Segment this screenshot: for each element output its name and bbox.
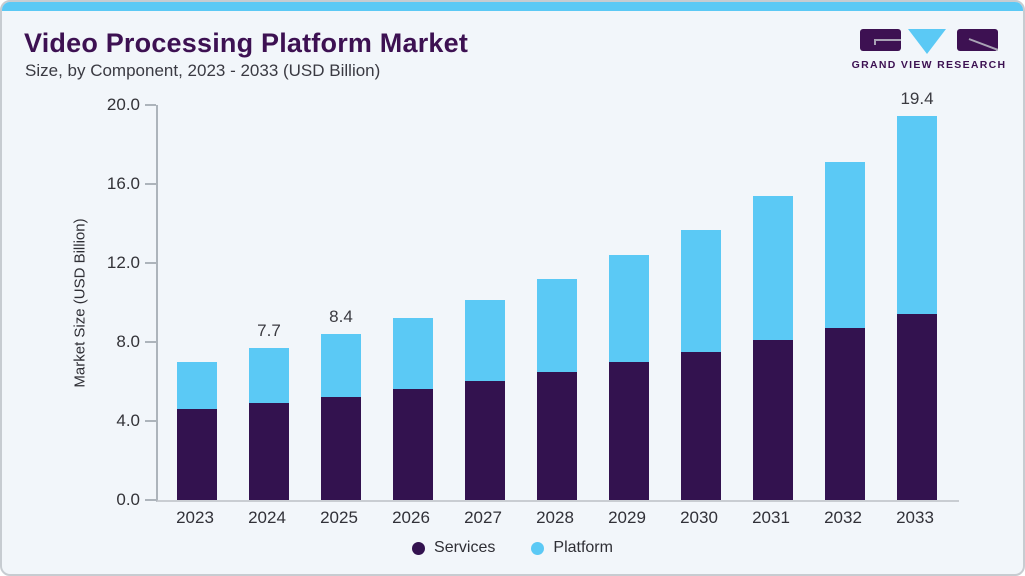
y-tick-mark [145,341,156,343]
y-tick-label-20.0: 20.0 [106,95,140,114]
bar-segment-services-2032[interactable] [825,328,865,500]
bar-segment-platform-2023[interactable] [177,362,217,409]
bar-segment-services-2028[interactable] [537,372,577,500]
bar-2026[interactable] [393,318,433,500]
bar-segment-services-2025[interactable] [321,397,361,500]
bar-segment-platform-2033[interactable] [897,116,937,314]
bar-segment-platform-2030[interactable] [681,230,721,352]
grand-view-research-logo-icon [860,29,998,54]
legend-dot-services [412,541,426,555]
bar-2029[interactable] [609,255,649,500]
bar-segment-platform-2024[interactable] [249,348,289,403]
bar-segment-platform-2031[interactable] [753,196,793,340]
bar-2023[interactable] [177,362,217,500]
accent-top-strip [2,2,1023,11]
x-tick-label-2027: 2027 [464,508,502,527]
bar-segment-platform-2027[interactable] [465,300,505,381]
bar-segment-platform-2032[interactable] [825,162,865,328]
bar-segment-platform-2028[interactable] [537,279,577,372]
bar-segment-services-2026[interactable] [393,389,433,500]
x-tick-label-2025: 2025 [320,508,358,527]
y-tick-label-16.0: 16.0 [106,174,140,193]
bar-2031[interactable] [753,196,793,500]
bar-2033[interactable] [897,116,937,500]
bar-2030[interactable] [681,230,721,500]
bar-segment-services-2031[interactable] [753,340,793,500]
bar-segment-platform-2029[interactable] [609,255,649,362]
page-title: Video Processing Platform Market [24,28,469,58]
bar-segment-platform-2025[interactable] [321,334,361,397]
bar-2027[interactable] [465,300,505,500]
logo-g-mark [874,39,901,45]
y-tick-label-0.0: 0.0 [116,490,140,509]
logo-text: GRAND VIEW RESEARCH [851,59,1007,71]
legend-dot-platform [531,541,545,555]
bar-value-label-2025: 8.4 [329,307,353,326]
y-tick-label-8.0: 8.0 [116,332,140,351]
bar-segment-services-2024[interactable] [249,403,289,500]
logo-v-triangle [908,29,946,54]
x-tick-label-2023: 2023 [176,508,214,527]
page-subtitle: Size, by Component, 2023 - 2033 (USD Bil… [25,61,381,80]
y-axis-title: Market Size (USD Billion) [71,218,89,388]
x-tick-label-2033: 2033 [896,508,934,527]
x-tick-label-2030: 2030 [680,508,718,527]
bars-container: 7.7 8.4 19.4 [158,89,957,500]
x-tick-label-2028: 2028 [536,508,574,527]
bar-2028[interactable] [537,279,577,500]
x-tick-label-2031: 2031 [752,508,790,527]
bar-2032[interactable] [825,162,865,500]
y-tick-label-12.0: 12.0 [106,253,140,272]
grand-view-research-logo: GRAND VIEW RESEARCH [851,27,1007,71]
x-tick-label-2026: 2026 [392,508,430,527]
bar-value-label-2024: 7.7 [257,321,281,340]
logo-r-mark [968,38,998,51]
y-tick-mark [145,499,156,501]
y-tick-mark [145,183,156,185]
bar-segment-services-2033[interactable] [897,314,937,500]
bar-value-label-2033: 19.4 [900,89,934,108]
x-tick-label-2024: 2024 [248,508,286,527]
y-tick-mark [145,420,156,422]
legend-item-platform[interactable]: Platform [531,539,613,557]
x-tick-label-2029: 2029 [608,508,646,527]
legend-label-services: Services [434,539,496,556]
legend-item-services[interactable]: Services [412,539,495,557]
plot-area [156,105,959,502]
bar-segment-platform-2026[interactable] [393,318,433,389]
bar-2025[interactable] [321,334,361,500]
legend: Services Platform [2,539,1023,557]
y-tick-label-4.0: 4.0 [116,411,140,430]
bar-segment-services-2030[interactable] [681,352,721,500]
y-tick-mark [145,262,156,264]
bar-2024[interactable] [249,348,289,500]
bar-segment-services-2027[interactable] [465,381,505,500]
x-tick-label-2032: 2032 [824,508,862,527]
y-tick-mark [145,104,156,106]
bar-segment-services-2023[interactable] [177,409,217,500]
legend-label-platform: Platform [553,539,613,556]
bar-segment-services-2029[interactable] [609,362,649,500]
